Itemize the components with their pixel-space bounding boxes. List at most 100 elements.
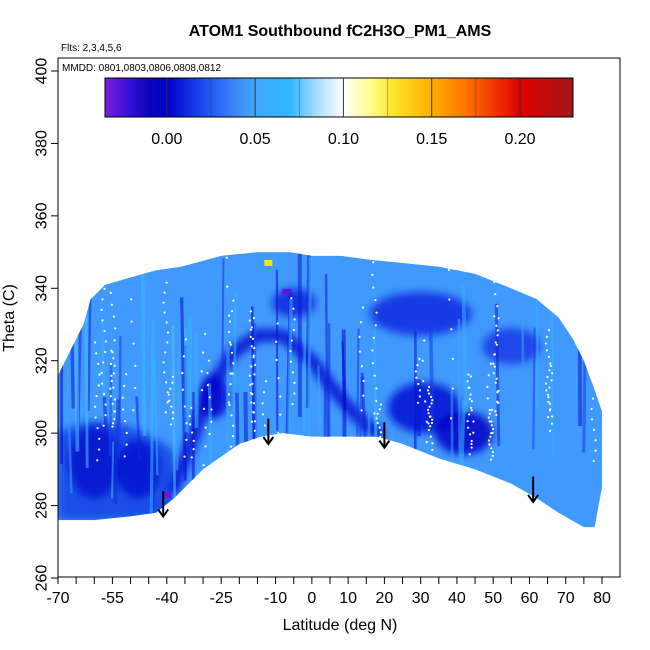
sample-dot <box>98 448 101 451</box>
track-streak <box>184 328 189 433</box>
sample-dot <box>494 381 497 384</box>
x-tick-label: 80 <box>593 590 611 607</box>
y-tick-label: 380 <box>34 130 51 157</box>
down-arrow-marker <box>157 491 169 519</box>
sample-dot <box>359 321 363 324</box>
sample-dot <box>169 387 172 390</box>
sample-dot <box>495 343 498 346</box>
sample-dot <box>376 421 379 425</box>
sample-dot <box>490 420 493 423</box>
sample-dot <box>470 446 473 449</box>
sample-dot <box>379 435 382 438</box>
sample-dot <box>372 286 375 289</box>
sample-dot <box>104 350 107 354</box>
sample-dot <box>548 429 552 432</box>
sample-dot <box>104 340 107 343</box>
sample-dot <box>426 408 430 412</box>
sample-dot <box>97 384 100 387</box>
sample-dot <box>200 389 204 392</box>
sample-dot <box>489 458 493 461</box>
sample-dot <box>361 306 365 309</box>
track-streak <box>457 318 461 464</box>
sample-dot <box>162 301 165 304</box>
sample-dot <box>427 428 430 432</box>
sample-dot <box>110 379 113 383</box>
sample-dot <box>113 410 117 413</box>
sample-dot <box>183 455 186 458</box>
sample-dot <box>468 453 471 456</box>
sample-dot <box>264 380 268 383</box>
sample-dot <box>252 402 256 405</box>
sample-dot <box>494 292 497 296</box>
sample-dot <box>166 331 170 334</box>
sample-dot <box>371 362 374 365</box>
sample-dot <box>468 413 471 416</box>
sample-dot <box>188 414 191 418</box>
sample-dot <box>377 468 380 471</box>
colorbar: 0.00 0.05 0.10 0.15 0.20 <box>104 77 574 148</box>
sample-dot <box>204 445 207 448</box>
sample-dot <box>449 417 453 420</box>
sample-dot <box>100 382 104 385</box>
track-streak <box>225 347 230 487</box>
sample-dot <box>495 377 498 380</box>
colorbar-fill <box>104 77 574 118</box>
sample-dot <box>227 393 231 396</box>
sample-dot <box>358 350 362 353</box>
sample-dot <box>252 356 255 359</box>
sample-dot <box>112 315 116 318</box>
track-streak <box>302 323 307 433</box>
sample-dot <box>227 330 231 334</box>
track-streak <box>532 327 536 449</box>
heatmap-anomaly <box>162 491 171 498</box>
track-streak <box>207 383 214 476</box>
sample-dot <box>102 424 105 427</box>
sample-dot <box>448 298 451 301</box>
sample-dot <box>544 342 548 345</box>
sample-dot <box>95 352 98 355</box>
sample-dot <box>470 406 473 409</box>
sample-dot <box>100 308 103 311</box>
track-streak <box>100 318 106 413</box>
sample-dot <box>181 371 184 375</box>
sample-dot <box>172 375 175 378</box>
sample-dot <box>165 381 168 384</box>
sample-dot <box>171 411 175 414</box>
y-tick-label: 280 <box>34 492 51 519</box>
sample-dot <box>275 340 278 343</box>
sample-dot <box>230 351 234 354</box>
sample-dot <box>112 372 116 375</box>
sample-dot <box>262 391 266 394</box>
sample-dot <box>254 363 257 367</box>
sample-dot <box>546 393 550 396</box>
sample-dot <box>493 280 496 284</box>
sample-dot <box>490 447 493 450</box>
sample-dot <box>492 372 495 375</box>
sample-dot <box>192 439 195 442</box>
track-streak <box>582 291 588 453</box>
track-streak <box>69 270 75 409</box>
sample-dot <box>427 392 431 395</box>
sample-dot <box>192 447 195 451</box>
sample-dot <box>431 442 434 445</box>
sample-dot <box>163 291 166 294</box>
sample-dot <box>427 422 430 425</box>
sample-dot <box>102 392 106 396</box>
sample-dot <box>230 445 233 448</box>
sample-dot <box>418 357 421 360</box>
sample-dot <box>489 362 492 365</box>
sample-dot <box>492 362 495 365</box>
sample-dot <box>94 341 97 344</box>
sample-dot <box>421 359 424 362</box>
heatmap-region <box>482 328 541 365</box>
x-axis: -70 -55 -40 -25 -10 0 10 20 30 40 50 60 70 80 <box>46 577 611 607</box>
track-streak <box>117 336 122 459</box>
x-tick-label: 40 <box>448 590 466 607</box>
sample-dot <box>379 463 382 466</box>
heatmap-data <box>58 252 602 528</box>
sample-dot <box>488 408 491 412</box>
sample-dot <box>428 415 431 418</box>
sample-dot <box>416 364 419 367</box>
track-streak <box>188 316 193 410</box>
